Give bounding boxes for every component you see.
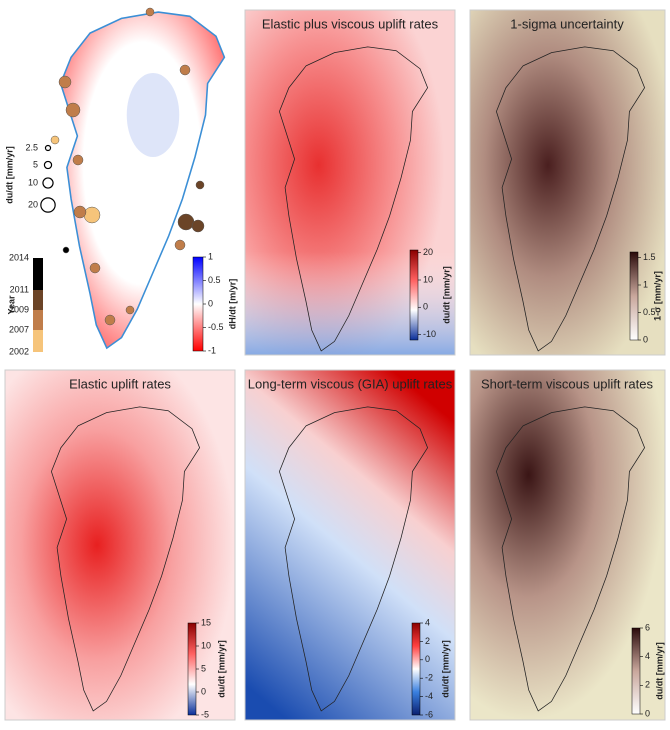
tick-label: 1 (643, 279, 648, 289)
tick-label: -10 (423, 329, 436, 339)
colorbar-label: du/dt [mm/yr] (216, 640, 226, 698)
tick-label: 0 (645, 708, 650, 718)
colorbar-label: dH/dt [m/yr] (227, 279, 237, 330)
gps-stations (50, 7, 205, 326)
panel-title: Elastic plus viscous uplift rates (262, 16, 439, 31)
colorbar-label: du/dt [mm/yr] (440, 640, 450, 698)
colorbar-label: du/dt [mm/yr] (441, 266, 451, 324)
colorbar-label: du/dt [mm/yr] (654, 642, 664, 700)
year-label: 2007 (9, 324, 29, 334)
tick-label: 6 (645, 622, 650, 632)
tick-label: 2 (425, 636, 430, 646)
colorbar (629, 251, 639, 341)
tick-label: 1.5 (643, 252, 656, 262)
panel-title: Short-term viscous uplift rates (481, 376, 653, 391)
colorbar (631, 627, 641, 715)
tick-label: 4 (645, 651, 650, 661)
tick-label: -4 (425, 691, 433, 701)
size-label: 2.5 (25, 142, 38, 152)
size-label: 20 (28, 199, 38, 209)
tick-label: 10 (423, 274, 433, 284)
year-label: 2009 (9, 304, 29, 314)
tick-label: 2 (645, 680, 650, 690)
panel-title: Long-term viscous (GIA) uplift rates (248, 376, 453, 391)
size-legend-label: du/dt [mm/yr] (4, 146, 14, 204)
size-key (40, 197, 56, 213)
tick-label: 20 (423, 247, 433, 257)
panel-title: Elastic uplift rates (69, 376, 171, 391)
size-label: 5 (33, 159, 38, 169)
colorbar-label: 1-σ [mm/yr] (652, 271, 662, 321)
tick-label: -2 (425, 673, 433, 683)
tick-label: 0 (425, 654, 430, 664)
size-key (43, 160, 53, 170)
year-label: 2014 (9, 252, 29, 262)
tick-label: 0.5 (643, 307, 656, 317)
tick-label: -5 (201, 709, 209, 719)
tick-label: 0 (208, 298, 213, 308)
year-block (33, 310, 43, 330)
map-panel (4, 369, 236, 721)
tick-label: 15 (201, 617, 211, 627)
tick-label: 0 (201, 686, 206, 696)
colorbar (187, 622, 197, 716)
tick-label: -1 (208, 345, 216, 355)
year-label: 2002 (9, 346, 29, 356)
colorbar (409, 249, 419, 341)
tick-label: 5 (201, 663, 206, 673)
tick-label: -6 (425, 709, 433, 719)
tick-label: 0.5 (208, 275, 221, 285)
tick-label: -0.5 (208, 322, 224, 332)
year-block (33, 258, 43, 290)
size-key (44, 144, 52, 152)
overview-map (59, 11, 226, 349)
year-label: 2011 (10, 284, 29, 294)
colorbar (192, 256, 204, 352)
year-block (33, 330, 43, 352)
year-bar-label: Year (6, 295, 16, 315)
colorbar (411, 622, 421, 716)
size-key (42, 177, 54, 189)
tick-label: 4 (425, 617, 430, 627)
tick-label: 0 (643, 334, 648, 344)
year-block (33, 290, 43, 310)
tick-label: 10 (201, 640, 211, 650)
tick-label: 1 (208, 251, 213, 261)
size-label: 10 (28, 177, 38, 187)
panel-title: 1-sigma uncertainty (510, 16, 624, 31)
map-panel (244, 9, 456, 356)
map-panel (244, 369, 456, 721)
tick-label: 0 (423, 302, 428, 312)
